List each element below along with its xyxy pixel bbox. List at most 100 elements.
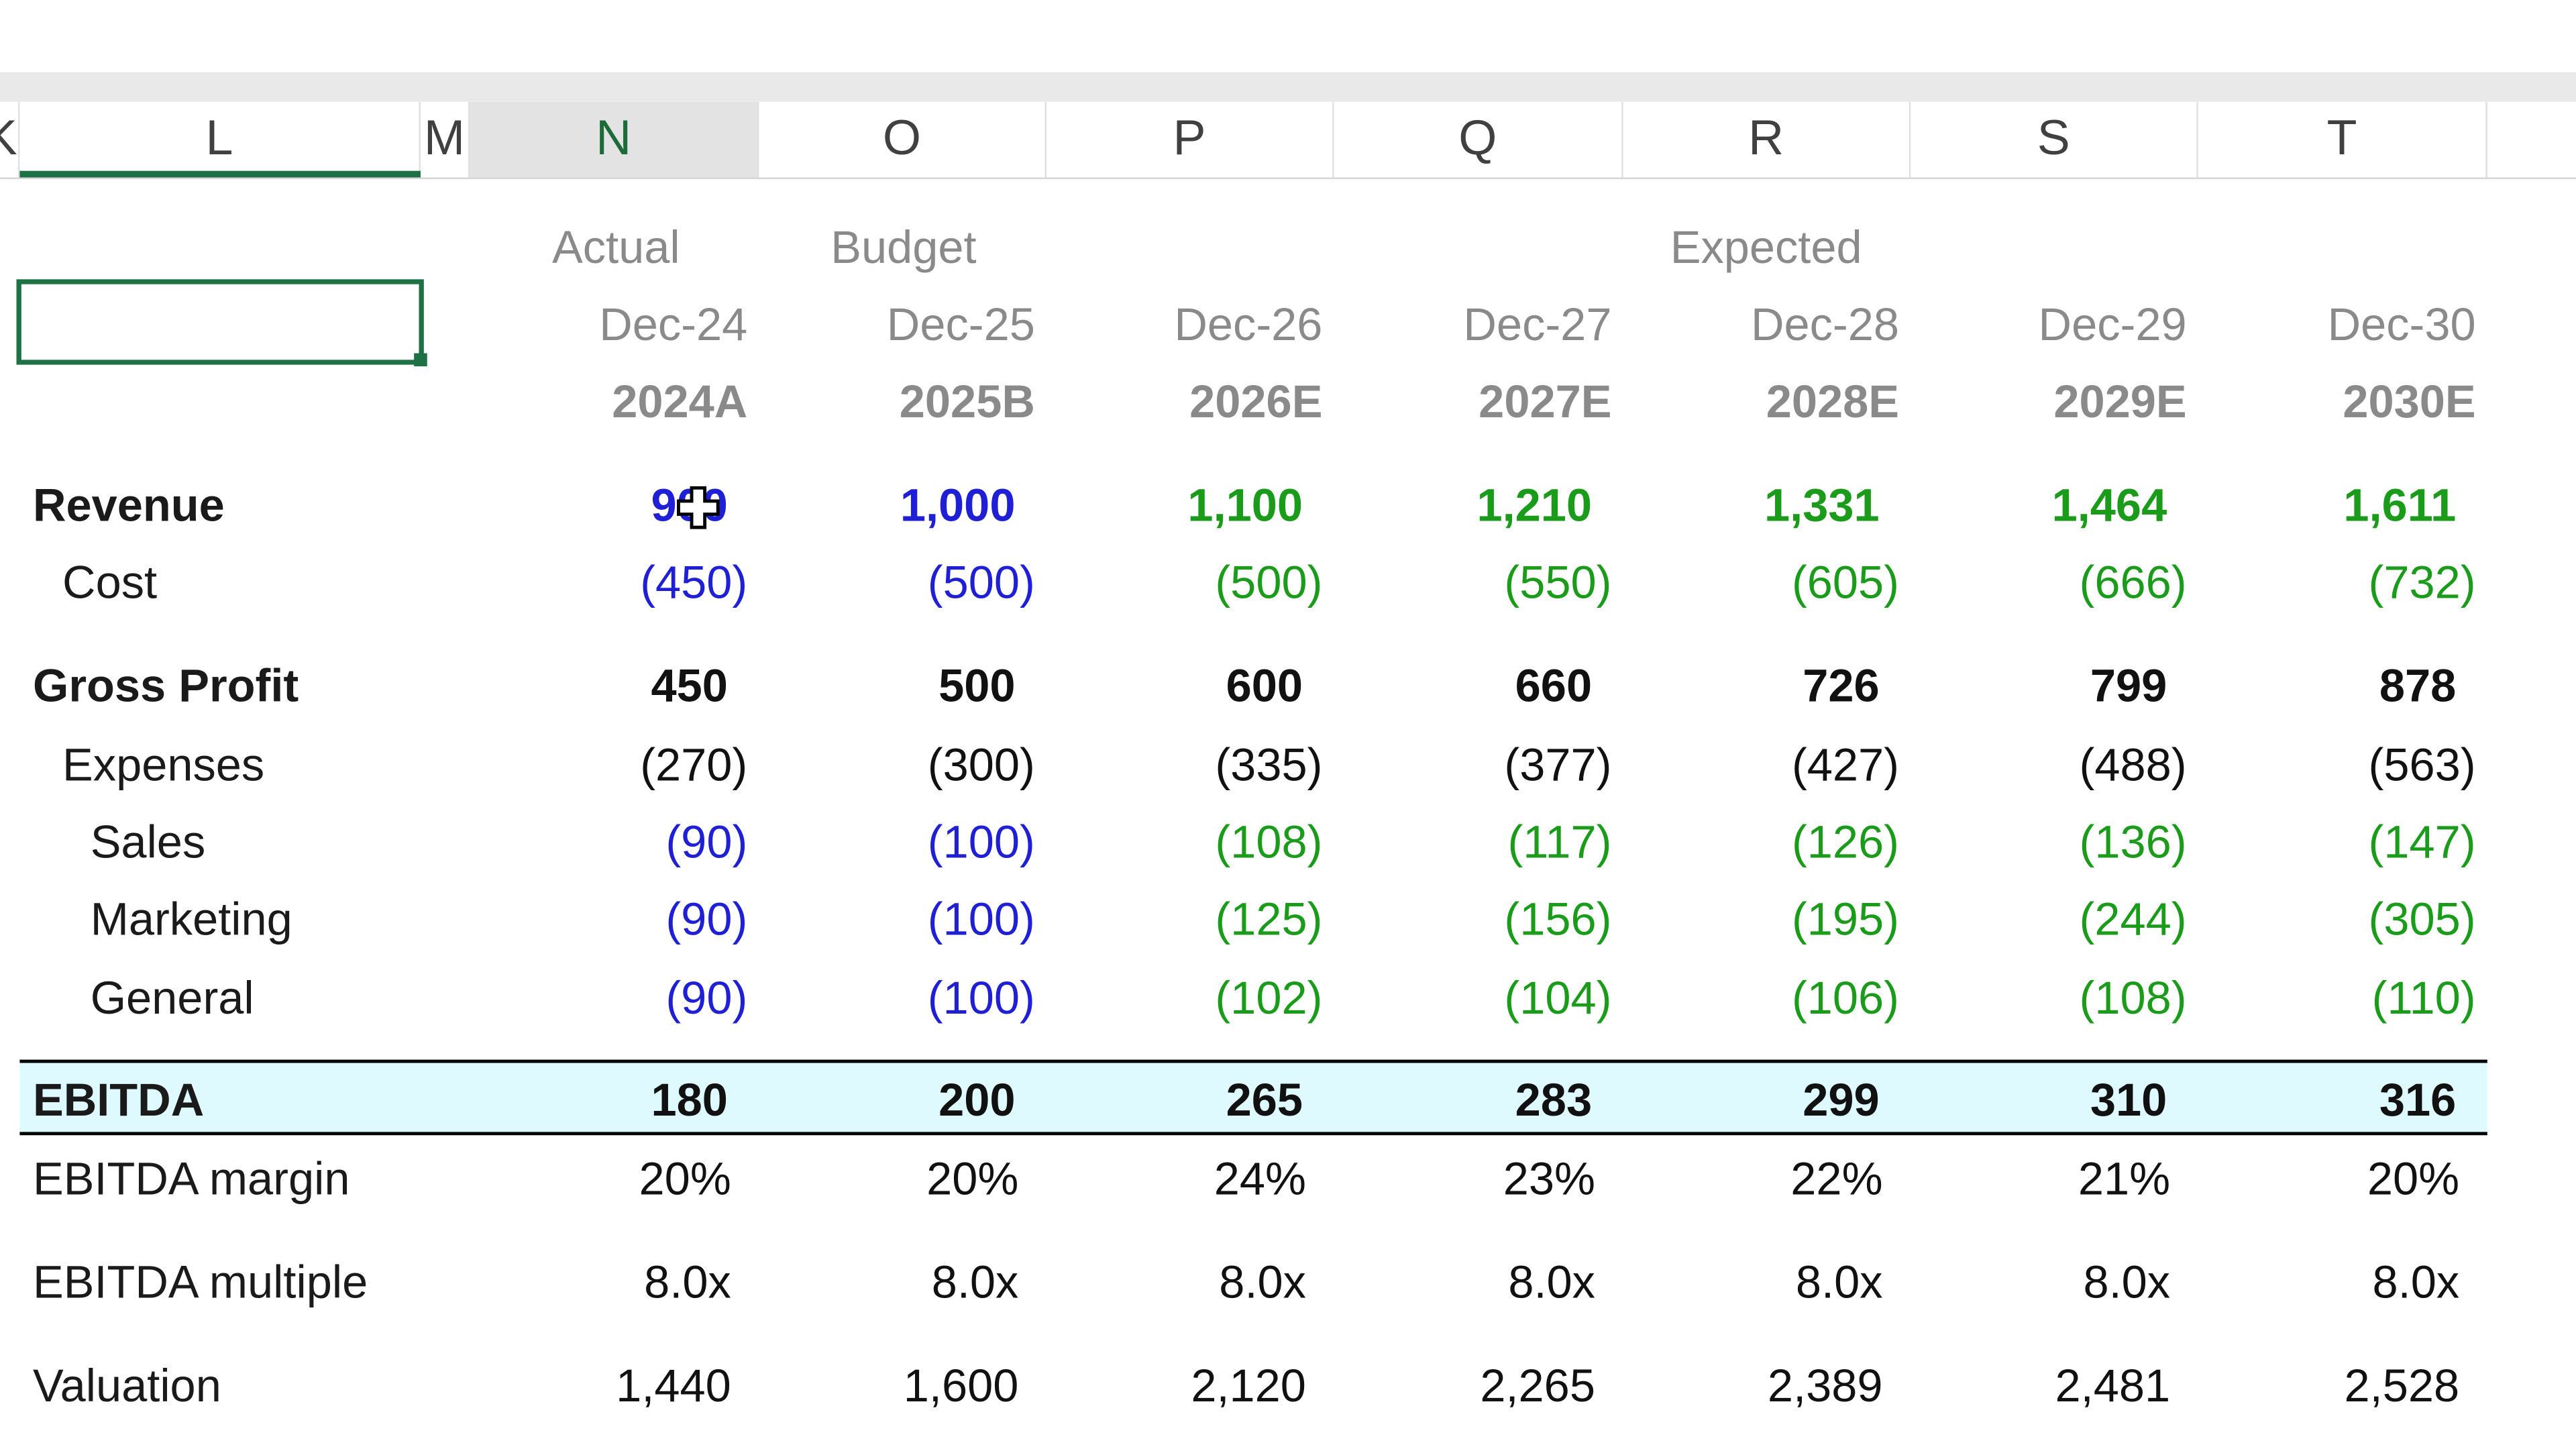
column-header-t[interactable]: T bbox=[2198, 101, 2487, 178]
gross-profit-cell[interactable]: 500 bbox=[938, 660, 1016, 712]
valuation-cell[interactable]: 2,528 bbox=[2344, 1360, 2460, 1411]
period-header[interactable]: 2026E bbox=[1189, 376, 1323, 427]
row-label-ebitda-margin[interactable]: EBITDA margin bbox=[32, 1153, 350, 1205]
ebitda-margin-cell[interactable]: 22% bbox=[1790, 1153, 1883, 1205]
expenses-cell[interactable]: (300) bbox=[927, 739, 1035, 790]
expenses-cell[interactable]: (335) bbox=[1215, 739, 1323, 790]
column-header-l[interactable]: L bbox=[19, 101, 421, 178]
row-label-sales[interactable]: Sales bbox=[90, 816, 206, 868]
expenses-cell[interactable]: (270) bbox=[640, 739, 748, 790]
row-label-marketing[interactable]: Marketing bbox=[90, 894, 292, 945]
marketing-cell[interactable]: (156) bbox=[1504, 894, 1612, 945]
ebitda-multiple-cell[interactable]: 8.0x bbox=[644, 1256, 731, 1308]
cost-cell[interactable]: (500) bbox=[927, 557, 1035, 608]
cost-cell[interactable]: (732) bbox=[2368, 557, 2476, 608]
date-header[interactable]: Dec-26 bbox=[1174, 299, 1323, 350]
date-header[interactable]: Dec-24 bbox=[599, 299, 748, 350]
scenario-expected[interactable]: Expected bbox=[1670, 221, 1862, 273]
gross-profit-cell[interactable]: 799 bbox=[2090, 660, 2167, 712]
period-header[interactable]: 2029E bbox=[2053, 376, 2187, 427]
ebitda-multiple-cell[interactable]: 8.0x bbox=[1795, 1256, 1883, 1308]
scenario-budget[interactable]: Budget bbox=[830, 221, 977, 273]
ebitda-multiple-cell[interactable]: 8.0x bbox=[1219, 1256, 1306, 1308]
row-label-gross-profit[interactable]: Gross Profit bbox=[32, 660, 299, 712]
valuation-cell[interactable]: 2,120 bbox=[1191, 1360, 1306, 1411]
ebitda-multiple-cell[interactable]: 8.0x bbox=[931, 1256, 1019, 1308]
cost-cell[interactable]: (666) bbox=[2079, 557, 2187, 608]
column-header-r[interactable]: R bbox=[1623, 101, 1911, 178]
marketing-cell[interactable]: (195) bbox=[1791, 894, 1900, 945]
gross-profit-cell[interactable]: 660 bbox=[1515, 660, 1593, 712]
period-header[interactable]: 2027E bbox=[1479, 376, 1612, 427]
column-header-p[interactable]: P bbox=[1046, 101, 1334, 178]
cost-cell[interactable]: (500) bbox=[1215, 557, 1323, 608]
period-header[interactable]: 2025B bbox=[899, 376, 1035, 427]
general-cell[interactable]: (106) bbox=[1791, 972, 1900, 1024]
revenue-cell[interactable]: 1,331 bbox=[1764, 480, 1880, 531]
scenario-actual[interactable]: Actual bbox=[552, 221, 680, 273]
cost-cell[interactable]: (605) bbox=[1791, 557, 1900, 608]
row-label-valuation[interactable]: Valuation bbox=[32, 1360, 221, 1411]
ebitda-margin-cell[interactable]: 23% bbox=[1503, 1153, 1595, 1205]
column-header-m[interactable]: M bbox=[421, 101, 470, 178]
general-cell[interactable]: (104) bbox=[1504, 972, 1612, 1024]
ebitda-cell[interactable]: 180 bbox=[651, 1074, 728, 1126]
ebitda-cell[interactable]: 265 bbox=[1226, 1074, 1303, 1126]
revenue-cell[interactable]: 1,000 bbox=[900, 480, 1016, 531]
row-label-ebitda[interactable]: EBITDA bbox=[32, 1074, 205, 1126]
date-header[interactable]: Dec-28 bbox=[1750, 299, 1900, 350]
marketing-cell[interactable]: (125) bbox=[1215, 894, 1323, 945]
valuation-cell[interactable]: 2,265 bbox=[1480, 1360, 1595, 1411]
period-header[interactable]: 2024A bbox=[612, 376, 748, 427]
cost-cell[interactable]: (550) bbox=[1504, 557, 1612, 608]
ebitda-margin-cell[interactable]: 20% bbox=[926, 1153, 1019, 1205]
row-label-general[interactable]: General bbox=[90, 972, 254, 1024]
column-header-o[interactable]: O bbox=[759, 101, 1047, 178]
column-header-s[interactable]: S bbox=[1911, 101, 2198, 178]
general-cell[interactable]: (110) bbox=[2371, 972, 2476, 1024]
revenue-cell[interactable]: 1,210 bbox=[1477, 480, 1593, 531]
ebitda-cell[interactable]: 310 bbox=[2090, 1074, 2167, 1126]
fill-handle[interactable] bbox=[414, 353, 427, 367]
gross-profit-cell[interactable]: 726 bbox=[1803, 660, 1880, 712]
row-label-revenue[interactable]: Revenue bbox=[32, 480, 225, 531]
valuation-cell[interactable]: 1,440 bbox=[616, 1360, 731, 1411]
revenue-cell[interactable]: 1,464 bbox=[2051, 480, 2167, 531]
ebitda-margin-cell[interactable]: 21% bbox=[2078, 1153, 2171, 1205]
ebitda-margin-cell[interactable]: 24% bbox=[1214, 1153, 1306, 1205]
row-label-ebitda-multiple[interactable]: EBITDA multiple bbox=[32, 1256, 368, 1308]
sales-cell[interactable]: (90) bbox=[665, 816, 748, 868]
general-cell[interactable]: (102) bbox=[1215, 972, 1323, 1024]
date-header[interactable]: Dec-25 bbox=[886, 299, 1035, 350]
sales-cell[interactable]: (100) bbox=[927, 816, 1035, 868]
revenue-cell[interactable]: 1,611 bbox=[2343, 480, 2457, 531]
expenses-cell[interactable]: (488) bbox=[2079, 739, 2187, 790]
date-header[interactable]: Dec-30 bbox=[2327, 299, 2476, 350]
ebitda-cell[interactable]: 316 bbox=[2379, 1074, 2457, 1126]
date-header[interactable]: Dec-29 bbox=[2038, 299, 2187, 350]
marketing-cell[interactable]: (100) bbox=[927, 894, 1035, 945]
general-cell[interactable]: (90) bbox=[665, 972, 748, 1024]
gross-profit-cell[interactable]: 450 bbox=[651, 660, 728, 712]
ebitda-multiple-cell[interactable]: 8.0x bbox=[1508, 1256, 1595, 1308]
selected-cell[interactable] bbox=[16, 279, 424, 365]
ebitda-multiple-cell[interactable]: 8.0x bbox=[2083, 1256, 2171, 1308]
gross-profit-cell[interactable]: 878 bbox=[2379, 660, 2457, 712]
period-header[interactable]: 2030E bbox=[2343, 376, 2476, 427]
period-header[interactable]: 2028E bbox=[1766, 376, 1900, 427]
row-label-cost[interactable]: Cost bbox=[62, 557, 158, 608]
expenses-cell[interactable]: (377) bbox=[1504, 739, 1612, 790]
marketing-cell[interactable]: (90) bbox=[665, 894, 748, 945]
expenses-cell[interactable]: (427) bbox=[1791, 739, 1900, 790]
ebitda-cell[interactable]: 299 bbox=[1803, 1074, 1880, 1126]
date-header[interactable]: Dec-27 bbox=[1463, 299, 1612, 350]
valuation-cell[interactable]: 2,481 bbox=[2055, 1360, 2171, 1411]
sales-cell[interactable]: (126) bbox=[1791, 816, 1900, 868]
column-header-q[interactable]: Q bbox=[1334, 101, 1623, 178]
column-header-k[interactable]: K bbox=[0, 101, 20, 178]
general-cell[interactable]: (100) bbox=[927, 972, 1035, 1024]
ebitda-multiple-cell[interactable]: 8.0x bbox=[2372, 1256, 2460, 1308]
marketing-cell[interactable]: (244) bbox=[2079, 894, 2187, 945]
valuation-cell[interactable]: 1,600 bbox=[903, 1360, 1019, 1411]
marketing-cell[interactable]: (305) bbox=[2368, 894, 2476, 945]
